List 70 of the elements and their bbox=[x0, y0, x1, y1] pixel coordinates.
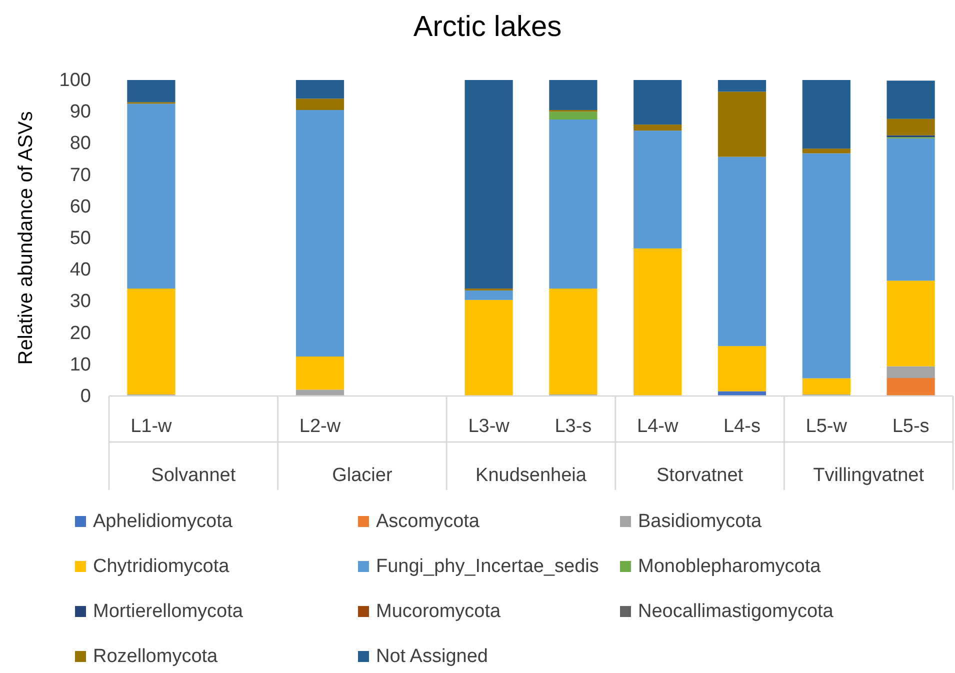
bar bbox=[802, 153, 850, 378]
legend-label: Chytridiomycota bbox=[93, 556, 230, 577]
legend-label: Basidiomycota bbox=[638, 511, 762, 532]
bar bbox=[886, 118, 935, 136]
x-tick-label: L5-w bbox=[806, 416, 848, 437]
y-axis-title: Relative abundance of ASVs bbox=[15, 111, 37, 365]
x-tick-label: L2-w bbox=[299, 416, 341, 437]
y-tick-label: 40 bbox=[70, 260, 91, 281]
y-tick-label: 100 bbox=[59, 70, 91, 91]
text: Tvillingvatnet bbox=[813, 465, 925, 486]
bar bbox=[296, 98, 344, 110]
text: Glacier bbox=[332, 465, 393, 486]
text: Solvannet bbox=[151, 465, 236, 486]
legend-label: Ascomycota bbox=[376, 511, 480, 532]
bar bbox=[464, 290, 513, 300]
bar bbox=[549, 288, 598, 394]
legend-label: Monoblepharomycota bbox=[638, 556, 822, 577]
y-tick-label: 80 bbox=[70, 133, 91, 154]
bar bbox=[886, 280, 935, 366]
text: Storvatnet bbox=[656, 465, 744, 486]
y-tick-label: 90 bbox=[70, 102, 91, 123]
legend-label: Neocallimastigomycota bbox=[638, 601, 834, 622]
chart-title: Arctic lakes bbox=[413, 11, 562, 43]
bar bbox=[549, 80, 598, 110]
bar bbox=[464, 80, 513, 289]
legend-label: Fungi_phy_Incertae_sedis bbox=[376, 556, 599, 577]
bar bbox=[634, 248, 682, 396]
bar bbox=[802, 378, 850, 394]
y-tick-label: 10 bbox=[70, 354, 91, 376]
y-tick-label: 50 bbox=[70, 228, 91, 249]
bar bbox=[296, 356, 344, 390]
bar bbox=[634, 130, 682, 248]
bar bbox=[549, 120, 598, 289]
bar bbox=[802, 80, 850, 149]
bar bbox=[549, 112, 598, 120]
x-tick-label: L1-w bbox=[130, 416, 172, 437]
bar bbox=[127, 288, 176, 394]
bar bbox=[886, 80, 935, 119]
legend-label: Rozellomycota bbox=[93, 646, 218, 667]
bar bbox=[886, 366, 935, 378]
legend-label: Mucoromycota bbox=[376, 601, 502, 622]
bar bbox=[127, 104, 176, 289]
bar bbox=[718, 346, 766, 392]
x-tick-label: L4-s bbox=[724, 416, 760, 437]
bar bbox=[634, 124, 682, 131]
text: Knudsenheia bbox=[476, 465, 587, 486]
legend-label: Aphelidiomycota bbox=[93, 511, 233, 532]
bar bbox=[718, 80, 766, 92]
bar bbox=[634, 80, 682, 125]
x-tick-label: L4-w bbox=[637, 416, 678, 437]
bar bbox=[296, 390, 344, 396]
bar bbox=[127, 80, 176, 102]
legend-label: Mortierellomycota bbox=[93, 601, 244, 622]
bar bbox=[886, 378, 935, 396]
bar bbox=[296, 110, 344, 356]
y-tick-label: 60 bbox=[70, 196, 91, 218]
x-tick-label: L5-s bbox=[892, 416, 930, 437]
y-tick-label: 30 bbox=[70, 291, 91, 312]
bar bbox=[886, 138, 935, 281]
bar bbox=[802, 148, 850, 154]
y-tick-label: 0 bbox=[80, 386, 91, 407]
bar bbox=[718, 92, 766, 157]
y-tick-label: 20 bbox=[70, 322, 91, 344]
legend-label: Not Assigned bbox=[376, 646, 488, 667]
x-tick-label: L3-w bbox=[468, 416, 510, 437]
bar bbox=[718, 156, 766, 346]
bar bbox=[464, 300, 513, 396]
x-tick-label: L3-s bbox=[554, 416, 592, 437]
bar bbox=[296, 80, 344, 99]
y-tick-label: 70 bbox=[70, 164, 91, 186]
